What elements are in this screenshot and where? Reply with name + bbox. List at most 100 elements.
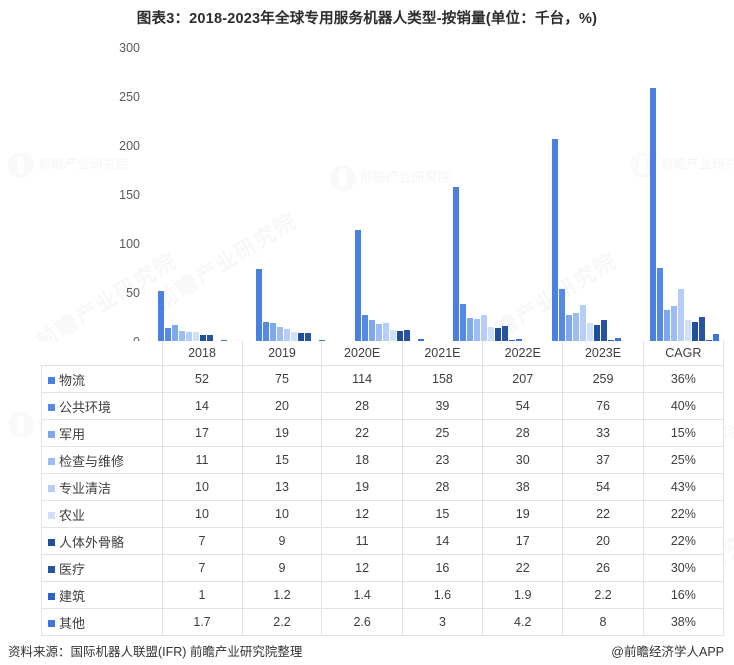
column-header-2022E: 2022E [482, 341, 564, 366]
bar-检查与维修 [277, 327, 284, 342]
bar-专业清洁 [481, 314, 488, 342]
table-cell: 22 [482, 554, 564, 582]
bar-医疗 [502, 326, 509, 342]
bar-公共环境 [558, 289, 565, 342]
series-name: 物流 [59, 372, 86, 388]
table-row: 物流 52 75 114 158 207 259 36% [41, 365, 725, 393]
bars [636, 48, 734, 342]
table-cell: 14 [161, 392, 243, 420]
bar-公共环境 [657, 267, 664, 342]
bar-物流 [650, 88, 657, 342]
table-row: 军用 17 19 22 25 28 33 15% [41, 419, 725, 447]
table-cell: 18 [321, 446, 403, 474]
series-label-人体外骨骼: 人体外骨骼 [41, 527, 163, 555]
y-axis-tick: 50 [126, 286, 140, 300]
legend-swatch-icon [48, 619, 55, 627]
table-row: 医疗 7 9 12 16 22 26 30% [41, 554, 725, 582]
bar-其他 [713, 334, 720, 342]
series-label-其他: 其他 [41, 608, 163, 636]
bars [439, 48, 538, 342]
table-cell: 22% [642, 500, 725, 528]
table-row: 建筑 1 1.2 1.4 1.6 1.9 2.2 16% [41, 581, 725, 609]
table-cell: 52 [161, 365, 243, 393]
table-cell: 259 [562, 365, 644, 393]
bar-农业 [488, 327, 495, 342]
bar-人体外骨骼 [692, 322, 699, 342]
table-cell: 7 [161, 527, 243, 555]
table-cell: 4.2 [482, 608, 564, 636]
table-cell: 25% [642, 446, 725, 474]
bar-其他 [319, 339, 326, 342]
table-cell: 207 [482, 365, 564, 393]
table-cell: 38% [642, 608, 725, 636]
y-axis-tick: 150 [119, 188, 140, 202]
table-cell: 23 [401, 446, 484, 474]
source-note: 资料来源：国际机器人联盟(IFR) 前瞻产业研究院整理 [8, 645, 303, 659]
bar-物流 [551, 139, 558, 342]
table-cell: 30 [482, 446, 564, 474]
table-cell: 19 [482, 500, 564, 528]
table-cell: 2.2 [241, 608, 323, 636]
table-cell: 1.4 [321, 581, 403, 609]
table-cell: 22% [642, 527, 725, 555]
table-cell: 10 [241, 500, 323, 528]
series-name: 医疗 [59, 561, 86, 577]
table-cell: 7 [161, 554, 243, 582]
series-name: 军用 [59, 426, 86, 442]
series-label-建筑: 建筑 [41, 581, 163, 609]
table-cell: 20 [562, 527, 644, 555]
bar-专业清洁 [678, 289, 685, 342]
table-cell: 12 [321, 500, 403, 528]
bar-公共环境 [460, 303, 467, 342]
bar-group-2019 [242, 48, 341, 342]
bar-军用 [565, 314, 572, 342]
table-cell: 39 [401, 392, 484, 420]
table-cell: 11 [321, 527, 403, 555]
table-row: 公共环境 14 20 28 39 54 76 40% [41, 392, 725, 420]
bar-检查与维修 [375, 324, 382, 342]
legend-swatch-icon [48, 538, 55, 546]
chart-title: 图表3：2018-2023年全球专用服务机器人类型-按销量(单位：千台，%) [136, 11, 598, 27]
table-cell: 158 [401, 365, 484, 393]
table-cell: 25 [401, 419, 484, 447]
bar-农业 [389, 330, 396, 342]
bar-人体外骨骼 [199, 335, 206, 342]
brand-mark-icon [8, 152, 34, 178]
series-label-专业清洁: 专业清洁 [41, 473, 163, 501]
bar-其他 [516, 339, 523, 342]
bar-人体外骨骼 [593, 325, 600, 342]
bar-医疗 [305, 333, 312, 342]
bar-农业 [291, 332, 298, 342]
bar-group-2022E [537, 48, 636, 342]
bars [143, 48, 242, 342]
bar-建筑 [706, 339, 713, 342]
series-name: 农业 [59, 507, 86, 523]
table-row: 专业清洁 10 13 19 28 38 54 43% [41, 473, 725, 501]
series-label-检查与维修: 检查与维修 [41, 446, 163, 474]
series-label-公共环境: 公共环境 [41, 392, 163, 420]
bar-检查与维修 [474, 319, 481, 342]
table-cell: 1.9 [482, 581, 564, 609]
y-axis-tick: 250 [119, 90, 140, 104]
bar-专业清洁 [284, 329, 291, 342]
series-label-军用: 军用 [41, 419, 163, 447]
bar-物流 [157, 291, 164, 342]
table-cell: 17 [161, 419, 243, 447]
bar-专业清洁 [382, 323, 389, 342]
table-cell: 28 [321, 392, 403, 420]
bar-医疗 [206, 335, 213, 342]
bar-医疗 [699, 316, 706, 342]
legend-swatch-icon [48, 592, 55, 600]
brand-mark-icon [8, 412, 34, 438]
y-axis-tick: 300 [119, 41, 140, 55]
series-name: 专业清洁 [59, 480, 112, 496]
table-cell: 16% [642, 581, 725, 609]
series-label-物流: 物流 [41, 365, 163, 393]
bar-农业 [685, 320, 692, 342]
bar-农业 [586, 323, 593, 342]
bar-检查与维修 [572, 312, 579, 342]
series-label-农业: 农业 [41, 500, 163, 528]
table-cell: 75 [241, 365, 323, 393]
table-row: 检查与维修 11 15 18 23 30 37 25% [41, 446, 725, 474]
y-axis-tick: 200 [119, 139, 140, 153]
